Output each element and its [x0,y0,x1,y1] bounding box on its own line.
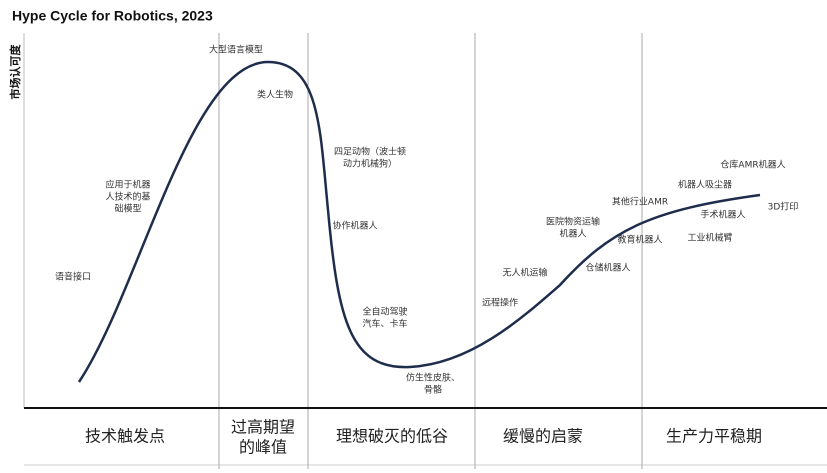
annotation: 仓储机器人 [585,262,630,274]
title: Hype Cycle for Robotics, 2023 [12,8,213,24]
hype-curve [77,60,761,383]
annotation: 四足动物（波士顿 [334,146,406,158]
annotation: 语音接口 [55,271,91,283]
annotation: 汽车、卡车 [362,318,407,330]
annotation: 全自动驾驶 [362,306,407,318]
annotation: 仓库AMR机器人 [720,159,785,171]
annotation: 教育机器人 [617,234,662,246]
annotation: 其他行业AMR [612,196,668,208]
annotation: 协作机器人 [332,220,377,232]
annotation: 远程操作 [482,297,518,309]
phase-label: 缓慢的启蒙 [503,427,583,446]
annotation: 人技术的基 [105,191,150,203]
annotation: 类人生物 [257,89,293,101]
phase-label: 生产力平稳期 [666,427,762,446]
annotation: 无人机运输 [502,267,547,279]
annotation: 工业机械臂 [687,232,732,244]
annotation: 手术机器人 [700,209,745,221]
phase-label: 技术触发点 [85,427,165,446]
phase-label: 理想破灭的低谷 [336,427,448,446]
annotation: 医院物资运输 [546,216,600,228]
phase-label: 过高期望 [231,418,295,437]
annotation: 机器人吸尘器 [678,179,732,191]
annotation: 础模型 [114,203,141,215]
annotation: 动力机械狗） [343,158,397,170]
annotation: 仿生性皮肤、 [406,372,460,384]
annotation: 骨骼 [424,384,442,396]
phase-label: 的峰值 [239,438,287,457]
y-axis-label: 市场认可度 [8,44,22,100]
annotation: 3D打印 [768,201,799,213]
annotation: 机器人 [559,228,586,240]
annotation: 大型语言模型 [209,44,263,56]
annotation: 应用于机器 [105,179,150,191]
